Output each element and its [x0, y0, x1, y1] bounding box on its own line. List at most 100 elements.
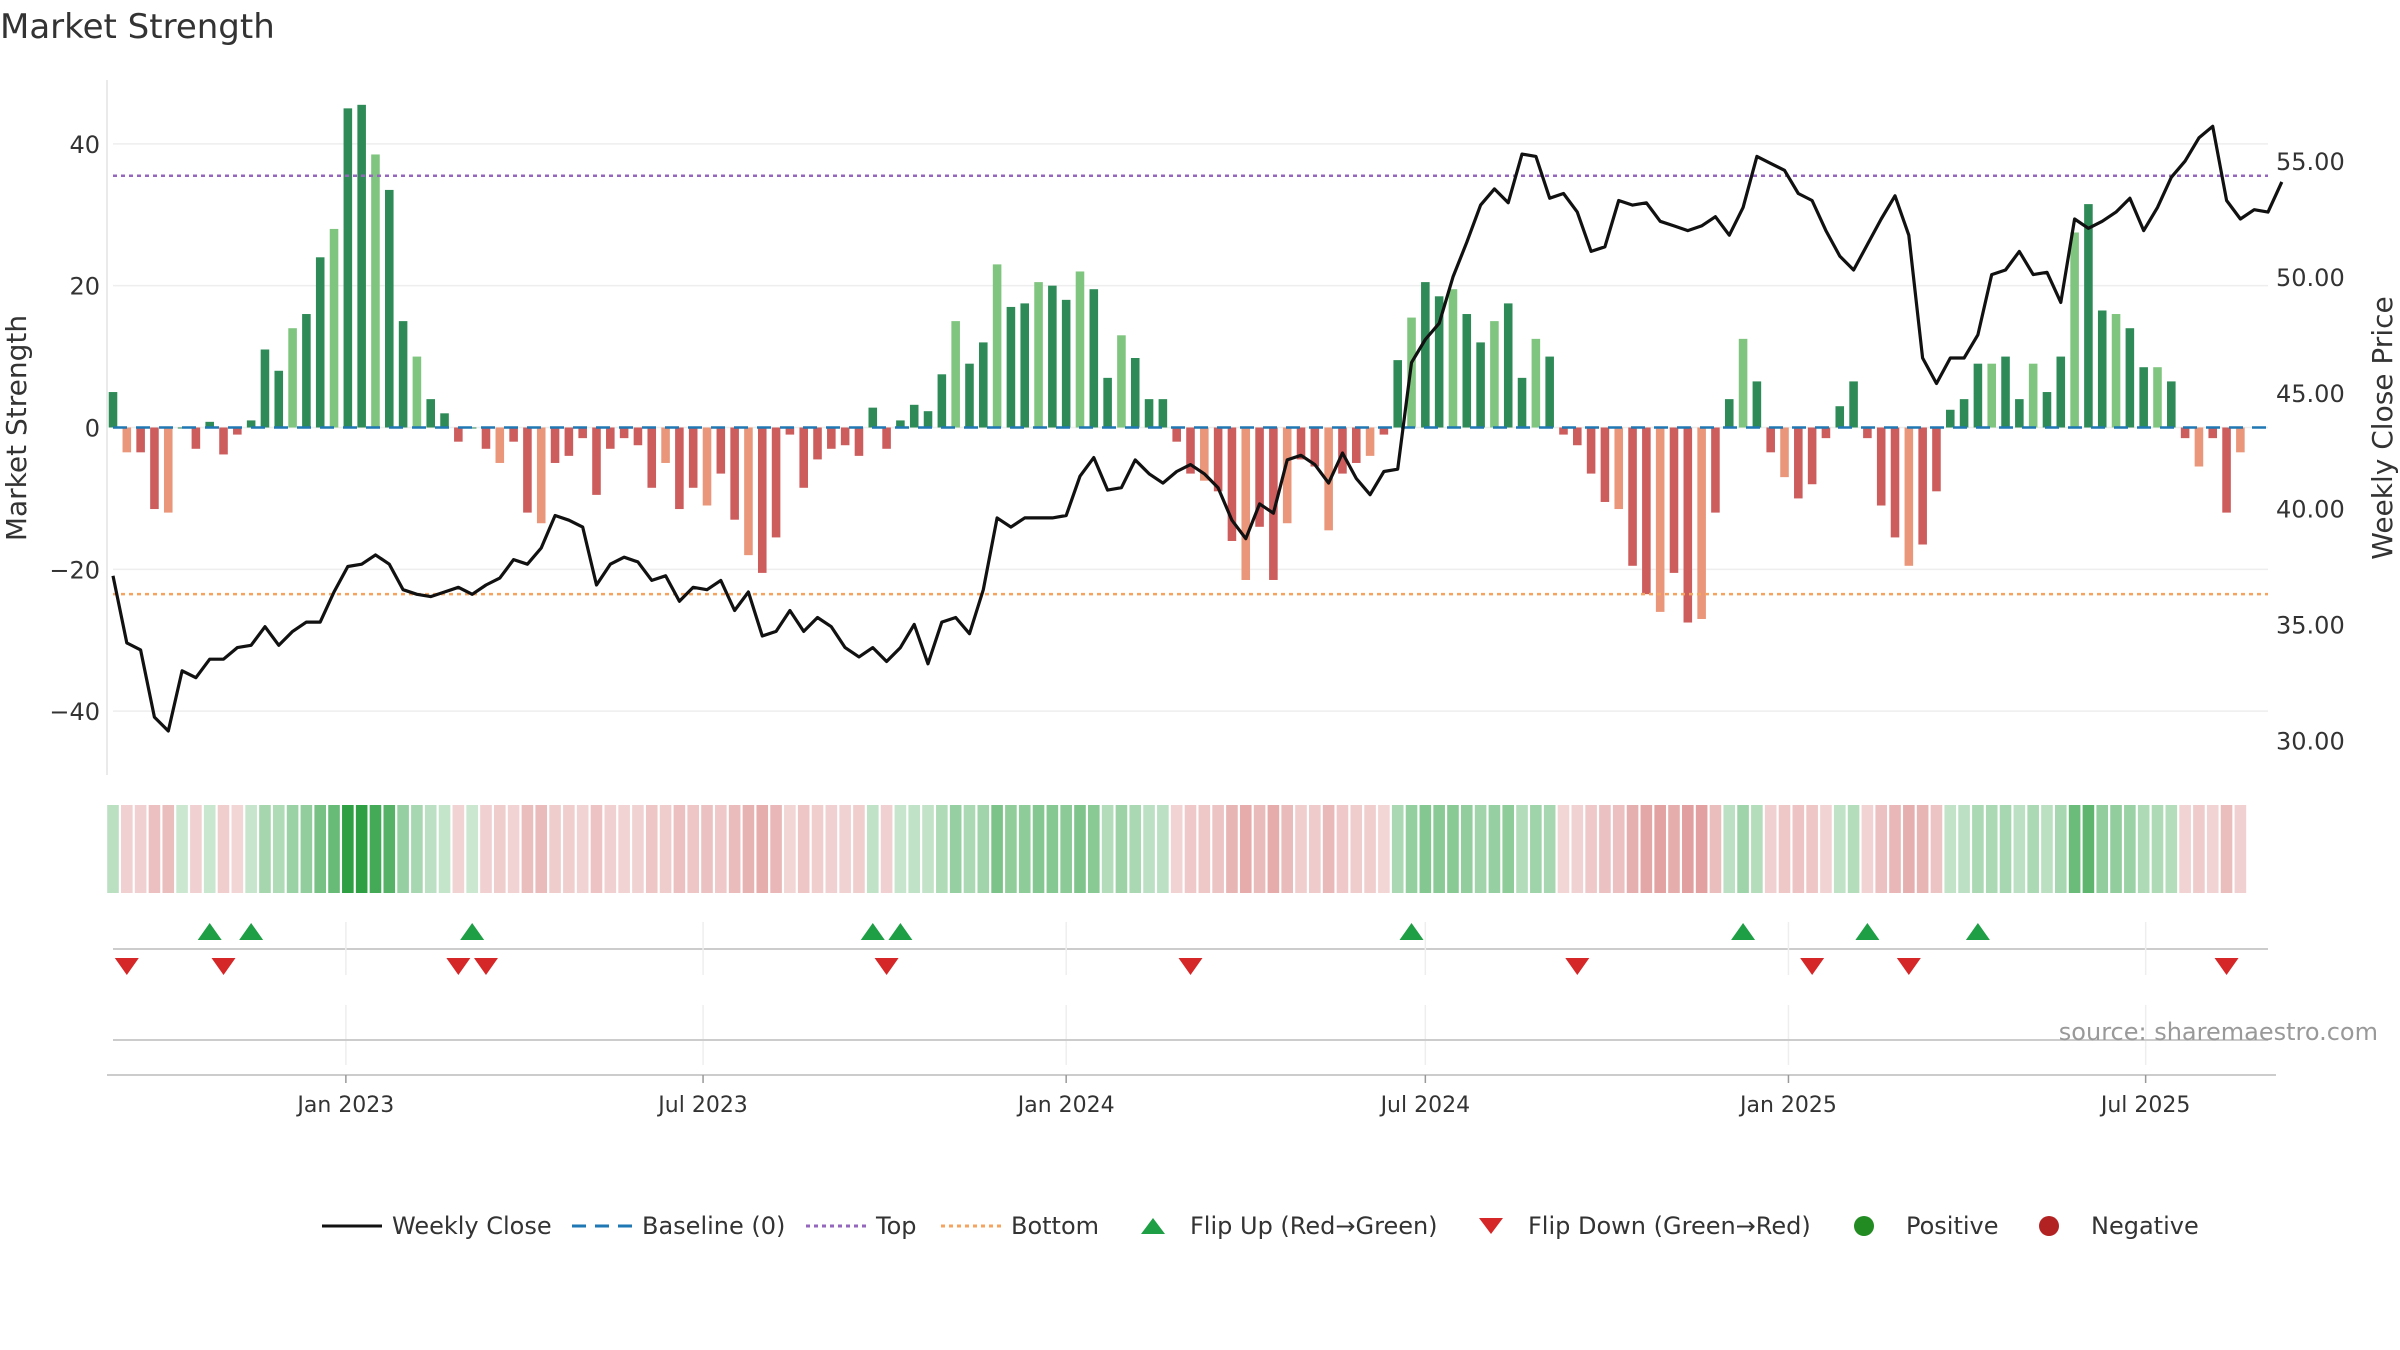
heat-cell	[2027, 805, 2039, 893]
strength-bar	[592, 427, 601, 495]
heat-cell	[480, 805, 492, 893]
heat-cell	[908, 805, 921, 893]
x-tick-label: Jan 2025	[1738, 1093, 1837, 1118]
strength-bar	[1061, 299, 1071, 428]
strength-bar	[495, 427, 505, 463]
heat-cell	[2220, 805, 2233, 893]
heat-cell	[1460, 805, 1473, 893]
heat-cell	[728, 805, 741, 893]
strength-bar	[813, 427, 822, 460]
legend-label: Top	[876, 1212, 917, 1240]
strength-bar	[2056, 356, 2066, 428]
price-line-layer	[111, 124, 2284, 733]
strength-bar	[2097, 310, 2107, 428]
strength-bar	[2208, 427, 2218, 439]
heat-cell	[1433, 805, 1445, 893]
heat-cell	[1391, 805, 1404, 893]
x-tick-label: Jan 2024	[1016, 1093, 1115, 1118]
flip-down-marker	[1565, 958, 1590, 975]
heat-cell	[2068, 805, 2081, 893]
heat-cell	[162, 805, 175, 893]
strength-bar	[1807, 427, 1817, 485]
flip-up-marker	[1965, 923, 1990, 940]
strength-bar	[1945, 409, 1955, 428]
axes-layer: 40 20 0 −20 −40 55.00 50.00 45.00 40.00 35.00 30.0…	[49, 131, 2344, 755]
heat-cell	[1723, 805, 1736, 893]
heat-cell	[590, 805, 603, 893]
strength-bar	[122, 427, 132, 453]
strength-bar	[1296, 427, 1306, 460]
heat-cell	[1709, 805, 1722, 893]
heat-cell	[190, 805, 202, 893]
strength-bar	[979, 342, 988, 428]
heat-cell	[1861, 805, 1874, 893]
strength-bar	[1642, 427, 1651, 595]
heat-cell	[1184, 805, 1197, 893]
heat-cell	[424, 805, 437, 893]
heat-cell	[328, 805, 340, 893]
heat-cell	[148, 805, 161, 893]
strength-bar	[1724, 399, 1734, 428]
heat-cell	[1336, 805, 1349, 893]
heat-cell	[715, 805, 727, 893]
heat-cell	[1820, 805, 1832, 893]
flip-up-marker	[1855, 923, 1880, 940]
heat-cell	[286, 805, 299, 893]
heat-cell	[866, 805, 879, 893]
heat-cell	[797, 805, 810, 893]
heat-cell	[466, 805, 478, 893]
triangle-up-icon	[1141, 1218, 1165, 1234]
heat-cell	[1916, 805, 1929, 893]
heat-cell	[2193, 805, 2205, 893]
strength-bar	[2111, 314, 2121, 428]
circle-icon	[2039, 1216, 2059, 1236]
heat-cell	[1405, 805, 1418, 893]
strength-bar	[1462, 314, 1472, 428]
x-tick-label: Jul 2025	[2099, 1093, 2191, 1118]
strength-bar	[1904, 427, 1914, 566]
dotted-line-swatch-icon	[941, 1224, 1001, 1228]
heat-cell	[397, 805, 409, 893]
strength-bar	[1697, 427, 1706, 619]
heat-cell	[1502, 805, 1515, 893]
strength-bar	[219, 427, 228, 455]
strength-bar	[937, 374, 947, 428]
heat-cell	[1170, 805, 1183, 893]
strength-bar	[992, 264, 1002, 428]
heat-cell	[1322, 805, 1335, 893]
strength-bar	[1227, 427, 1237, 541]
strength-bar	[315, 257, 325, 428]
heat-cell	[756, 805, 769, 893]
strength-bar	[2015, 399, 2024, 428]
heat-cell	[1833, 805, 1846, 893]
heat-cell	[231, 805, 244, 893]
strength-bar	[1614, 427, 1624, 510]
heat-cell	[245, 805, 257, 893]
heat-cell	[1543, 805, 1556, 893]
strength-bar	[840, 427, 850, 446]
strength-bar	[329, 228, 339, 428]
heat-cell	[1474, 805, 1487, 893]
y2-axis-label: Weekly Close Price	[2366, 296, 2399, 559]
strength-bar	[1683, 427, 1693, 623]
strength-bar	[1310, 427, 1320, 467]
strength-bar	[702, 427, 712, 506]
strength-bar	[1586, 427, 1596, 474]
strength-bar	[633, 427, 643, 446]
strength-bar	[882, 427, 891, 449]
flip-markers-layer	[113, 922, 2268, 1065]
heat-cell	[1157, 805, 1169, 893]
strength-bar	[1282, 427, 1292, 524]
strength-bar	[1780, 427, 1789, 478]
strength-bar	[454, 427, 463, 442]
strength-bar	[1600, 427, 1610, 502]
heat-cell	[632, 805, 644, 893]
heat-cell	[1253, 805, 1266, 893]
strength-bar	[302, 314, 311, 428]
legend-item-flip-up: Flip Up (Red→Green)	[1138, 1196, 1438, 1256]
heat-cell	[259, 805, 271, 893]
heat-cell	[742, 805, 755, 893]
heat-cell	[659, 805, 672, 893]
heat-cell	[383, 805, 396, 893]
heat-cell	[2054, 805, 2067, 893]
